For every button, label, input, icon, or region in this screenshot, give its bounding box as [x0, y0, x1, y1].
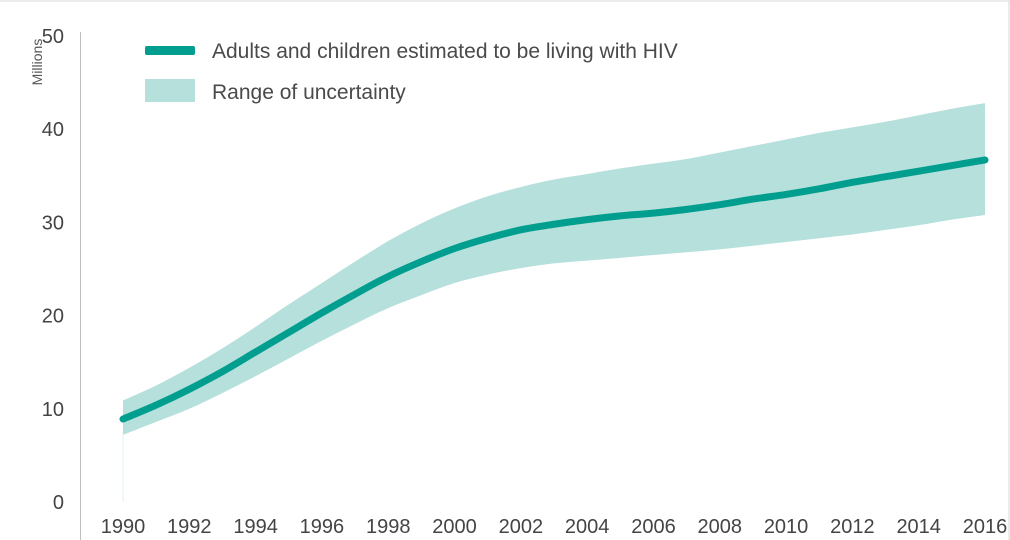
uncertainty-band — [123, 103, 985, 435]
x-tick-label: 1990 — [101, 516, 146, 538]
y-tick-label: 10 — [42, 399, 64, 421]
y-tick-label: 0 — [53, 492, 64, 514]
x-tick-label: 1992 — [167, 516, 212, 538]
y-tick-label: 40 — [42, 119, 64, 141]
x-tick-label: 2000 — [432, 516, 477, 538]
legend: Adults and children estimated to be livi… — [145, 40, 678, 104]
legend-label-estimate: Adults and children estimated to be livi… — [212, 40, 678, 63]
y-tick-label: 30 — [42, 212, 64, 234]
x-tick-label: 2004 — [565, 516, 610, 538]
legend-line-swatch — [145, 46, 195, 55]
y-tick-label: 50 — [42, 26, 64, 48]
x-tick-label: 1996 — [300, 516, 345, 538]
y-axis-label: Millions — [29, 39, 45, 86]
x-tick-label: 1994 — [233, 516, 278, 538]
x-tick-label: 1998 — [366, 516, 411, 538]
x-tick-label: 2002 — [499, 516, 544, 538]
x-tick-label: 2010 — [764, 516, 809, 538]
y-tick-label: 20 — [42, 306, 64, 328]
estimate-line — [119, 156, 989, 423]
legend-band-swatch — [145, 79, 195, 102]
legend-label-uncertainty: Range of uncertainty — [212, 81, 406, 104]
x-tick-label: 2014 — [896, 516, 941, 538]
x-tick-label: 2012 — [830, 516, 875, 538]
x-tick-label: 2016 — [963, 516, 1008, 538]
x-tick-labels: 1990 1992 1994 1996 1998 2000 2002 2004 2006 2008… — [101, 516, 1008, 538]
x-tick-label: 2008 — [698, 516, 743, 538]
y-tick-labels: 0 10 20 30 40 50 — [42, 26, 64, 514]
uncertainty-band-layer — [122, 103, 985, 502]
estimate-line-layer — [119, 156, 989, 423]
x-tick-label: 2006 — [631, 516, 676, 538]
